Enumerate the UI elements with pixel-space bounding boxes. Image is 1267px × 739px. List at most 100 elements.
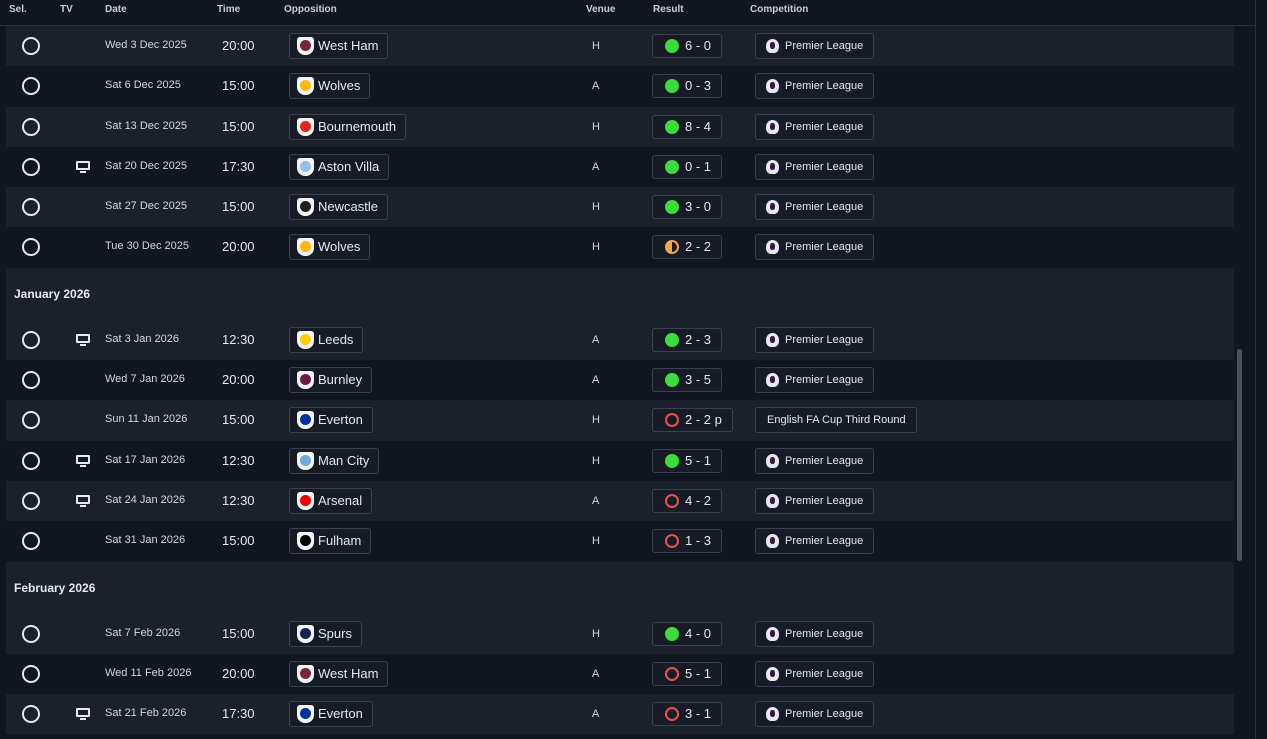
fixture-date: Sat 20 Dec 2025	[105, 159, 187, 172]
select-radio[interactable]	[22, 451, 40, 470]
fixture-row[interactable]: Sat 20 Dec 2025 17:30 Aston Villa A 0 - 1 Pre…	[6, 146, 1234, 188]
result-outcome-icon	[665, 534, 679, 549]
opponent-button[interactable]: Burnley	[289, 367, 373, 394]
select-radio[interactable]	[22, 37, 40, 55]
result-outcome-icon	[665, 200, 679, 215]
competition-button[interactable]: Premier League	[755, 620, 875, 647]
result-button[interactable]: 2 - 3	[652, 327, 723, 352]
result-outcome-icon	[665, 159, 679, 174]
select-radio[interactable]	[22, 624, 40, 643]
result-score: 6 - 0	[685, 38, 712, 53]
result-button[interactable]: 1 - 3	[652, 529, 723, 554]
opponent-button[interactable]: Fulham	[289, 528, 372, 555]
competition-button[interactable]: Premier League	[755, 528, 875, 555]
opponent-button[interactable]: Spurs	[289, 620, 362, 647]
select-radio[interactable]	[22, 411, 40, 430]
result-button[interactable]: 2 - 2	[652, 235, 723, 260]
competition-button[interactable]: Premier League	[755, 234, 875, 261]
opponent-button[interactable]: Newcastle	[289, 194, 388, 221]
header-result[interactable]: Result	[653, 4, 684, 15]
select-radio[interactable]	[22, 664, 40, 683]
select-radio[interactable]	[22, 238, 40, 257]
competition-name: Premier League	[785, 454, 864, 467]
competition-button[interactable]: Premier League	[755, 447, 875, 474]
competition-name: Premier League	[785, 80, 864, 93]
select-radio[interactable]	[22, 330, 40, 349]
header-date[interactable]: Date	[105, 4, 127, 15]
header-opposition[interactable]: Opposition	[284, 4, 337, 15]
opponent-button[interactable]: Man City	[289, 447, 380, 474]
opponent-button[interactable]: Aston Villa	[289, 153, 390, 180]
result-button[interactable]: 5 - 1	[652, 448, 723, 473]
fixture-row[interactable]: Sat 21 Feb 2026 17:30 Everton A 3 - 1 Premier…	[6, 694, 1234, 735]
competition-button[interactable]: Premier League	[755, 326, 875, 353]
fixture-row[interactable]: Wed 11 Feb 2026 20:00 West Ham A 5 - 1 Premie…	[6, 653, 1234, 695]
select-radio[interactable]	[22, 705, 40, 724]
result-button[interactable]: 3 - 1	[652, 702, 723, 727]
header-competition[interactable]: Competition	[750, 4, 809, 15]
result-button[interactable]: 4 - 0	[652, 621, 723, 646]
result-button[interactable]: 6 - 0	[652, 34, 723, 58]
header-sel[interactable]: Sel.	[9, 4, 27, 15]
opponent-button[interactable]: Bournemouth	[289, 113, 407, 140]
select-radio[interactable]	[22, 198, 40, 217]
opponent-name: West Ham	[318, 38, 379, 53]
result-button[interactable]: 5 - 1	[652, 661, 723, 686]
fixture-row[interactable]: Sat 24 Jan 2026 12:30 Arsenal A 4 - 2 Premier…	[6, 480, 1234, 522]
result-button[interactable]: 3 - 5	[652, 368, 723, 393]
opponent-button[interactable]: Everton	[289, 701, 373, 728]
competition-button[interactable]: Premier League	[755, 701, 875, 728]
fixture-row[interactable]: Wed 7 Jan 2026 20:00 Burnley A 3 - 5 Premier …	[6, 360, 1234, 401]
opponent-button[interactable]: Arsenal	[289, 487, 373, 514]
competition-button[interactable]: Premier League	[755, 73, 875, 100]
result-button[interactable]: 8 - 4	[652, 114, 723, 139]
result-outcome-icon	[665, 453, 679, 468]
select-radio[interactable]	[22, 371, 40, 390]
result-outcome-icon	[665, 79, 679, 94]
result-button[interactable]: 2 - 2 p	[652, 408, 733, 433]
opponent-button[interactable]: Wolves	[289, 73, 371, 100]
opponent-button[interactable]: Leeds	[289, 326, 364, 353]
fixture-row[interactable]: Sat 27 Dec 2025 15:00 Newcastle H 3 - 0 Premi…	[6, 187, 1234, 228]
competition-button[interactable]: Premier League	[755, 660, 875, 687]
fixture-row[interactable]: Sat 17 Jan 2026 12:30 Man City H 5 - 1 Premie…	[6, 440, 1234, 481]
opponent-button[interactable]: West Ham	[289, 33, 389, 59]
competition-button[interactable]: Premier League	[755, 33, 875, 59]
premier-league-icon	[766, 159, 779, 174]
competition-name: Premier League	[785, 494, 864, 507]
fixture-row[interactable]: Sat 3 Jan 2026 12:30 Leeds A 2 - 3 Premier Le…	[6, 319, 1234, 361]
opponent-button[interactable]: Wolves	[289, 234, 371, 261]
header-tv[interactable]: TV	[60, 4, 73, 15]
competition-button[interactable]: Premier League	[755, 367, 875, 394]
panel-divider	[1255, 0, 1256, 739]
competition-button[interactable]: Premier League	[755, 113, 875, 140]
competition-button[interactable]: English FA Cup Third Round	[755, 407, 917, 434]
header-venue[interactable]: Venue	[586, 4, 616, 15]
fixture-row[interactable]: Sat 31 Jan 2026 15:00 Fulham H 1 - 3 Premier …	[6, 521, 1234, 562]
select-radio[interactable]	[22, 117, 40, 136]
result-button[interactable]: 0 - 3	[652, 74, 723, 99]
fixture-row[interactable]: Wed 3 Dec 2025 20:00 West Ham H 6 - 0 Premier…	[6, 26, 1234, 67]
competition-button[interactable]: Premier League	[755, 153, 875, 180]
competition-name: Premier League	[785, 201, 864, 214]
result-button[interactable]: 0 - 1	[652, 154, 723, 179]
competition-button[interactable]: Premier League	[755, 487, 875, 514]
competition-name: English FA Cup Third Round	[767, 414, 906, 427]
scrollbar-thumb[interactable]	[1237, 349, 1242, 561]
fixture-row[interactable]: Tue 30 Dec 2025 20:00 Wolves H 2 - 2 Premier …	[6, 227, 1234, 268]
fixture-row[interactable]: Sat 6 Dec 2025 15:00 Wolves A 0 - 3 Premier L…	[6, 66, 1234, 107]
header-time[interactable]: Time	[217, 4, 241, 15]
fixture-date: Wed 11 Feb 2026	[105, 666, 192, 679]
select-radio[interactable]	[22, 77, 40, 96]
select-radio[interactable]	[22, 157, 40, 176]
fixture-row[interactable]: Sat 13 Dec 2025 15:00 Bournemouth H 8 - 4 Pre…	[6, 106, 1234, 147]
opponent-button[interactable]: Everton	[289, 407, 373, 434]
select-radio[interactable]	[22, 491, 40, 510]
result-button[interactable]: 4 - 2	[652, 488, 723, 513]
fixture-row[interactable]: Sat 7 Feb 2026 15:00 Spurs H 4 - 0 Premier Le…	[6, 613, 1234, 654]
competition-button[interactable]: Premier League	[755, 194, 875, 221]
opponent-button[interactable]: West Ham	[289, 660, 389, 687]
result-button[interactable]: 3 - 0	[652, 195, 723, 220]
select-radio[interactable]	[22, 532, 40, 551]
fixture-row[interactable]: Sun 11 Jan 2026 15:00 Everton H 2 - 2 p Engli…	[6, 400, 1234, 441]
